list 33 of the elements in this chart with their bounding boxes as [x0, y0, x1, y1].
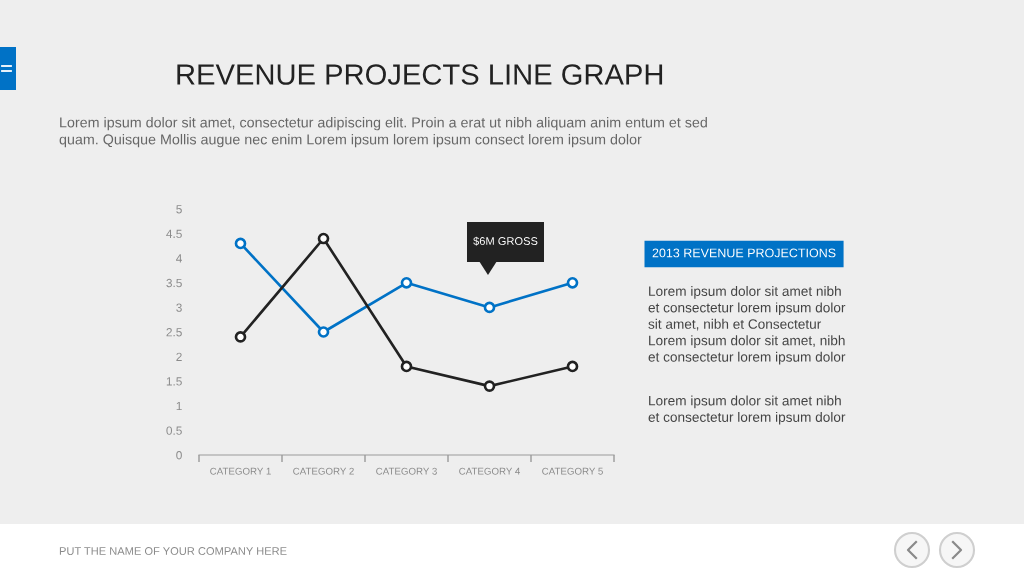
y-tick-label: 3.5	[166, 278, 182, 288]
text: Lorem ipsum dolor sit amet nibh et consectetur lorem ipsum dolor	[648, 395, 846, 425]
y-tick-label: 0.5	[166, 426, 182, 435]
x-tick-label: CATEGORY 4	[459, 467, 521, 475]
y-tick-label: 2.5	[166, 328, 182, 337]
point	[483, 380, 496, 392]
y-tick-label: 0	[176, 451, 182, 460]
text: Lorem ipsum dolor sit amet nibh et consectetur lorem ipsum dolor sit amet, nibh et Consectetur Lorem ipsum dolor sit amet, nibh et consectetur lorem ipsum dolor	[648, 286, 846, 365]
point	[400, 360, 413, 373]
y-tick-label: 5	[176, 205, 182, 214]
text: 2013 REVENUE PROJECTIONS	[652, 248, 836, 258]
point	[234, 331, 247, 343]
point	[566, 276, 579, 289]
point	[566, 360, 579, 373]
chart-subtitle: Lorem ipsum dolor sit amet, consectetur adipiscing elit. Proin a erat ut nibh aliquam anim entum et sed quam. Quisque Mollis augue nec enim Lorem ipsum lorem ipsum consect lorem ipsum dolor	[59, 117, 707, 148]
point	[483, 301, 496, 314]
y-tick-label: 4.5	[166, 229, 182, 238]
point	[234, 237, 247, 250]
x-tick-label: CATEGORY 5	[542, 467, 603, 475]
y-tick-label: 4	[176, 254, 182, 263]
y-tick-label: 3	[176, 303, 182, 312]
x-tick-label: CATEGORY 1	[210, 467, 271, 475]
point	[317, 326, 330, 338]
y-tick-label: 1.5	[166, 377, 182, 386]
x-tick-label: CATEGORY 2	[293, 467, 354, 475]
x-tick-label: CATEGORY 3	[376, 467, 437, 475]
chart-title: REVENUE PROJECTS LINE GRAPH	[177, 64, 663, 85]
annotation: $6M GROSS	[473, 236, 538, 246]
point	[317, 232, 330, 245]
text: PUT THE NAME OF YOUR COMPANY HERE	[59, 547, 287, 555]
y-tick-label: 1	[176, 401, 182, 411]
y-tick-label: 2	[176, 352, 182, 361]
point	[400, 276, 413, 289]
